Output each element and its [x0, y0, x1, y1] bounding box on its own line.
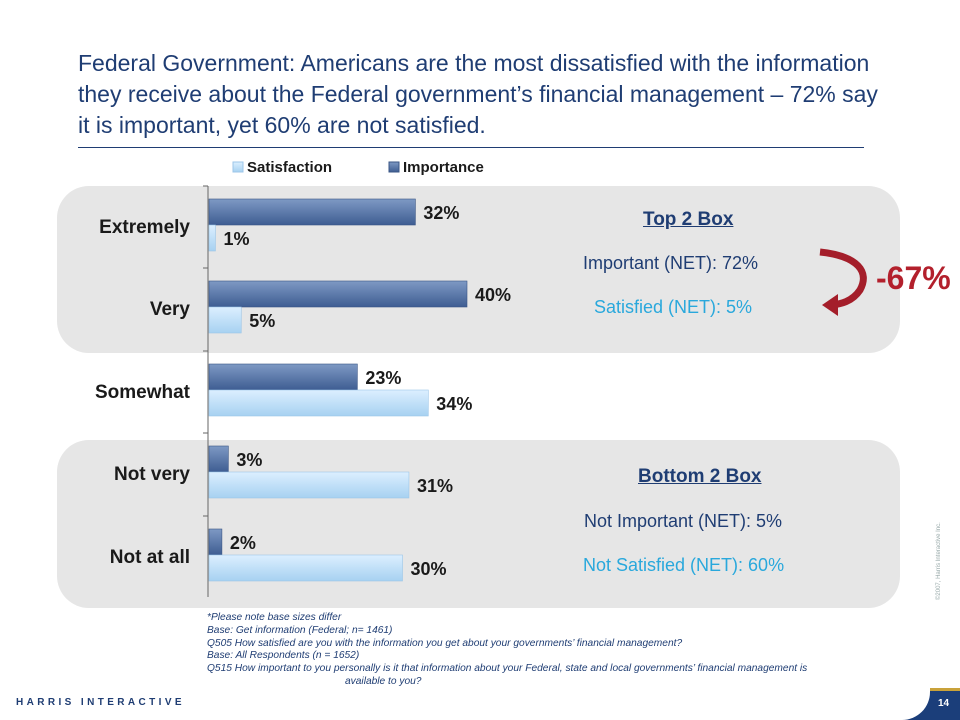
data-label: 2% [230, 533, 256, 553]
bottom-box-heading: Bottom 2 Box [638, 466, 762, 487]
top-box-satisfied: Satisfied (NET): 5% [594, 297, 753, 317]
footer-band [0, 686, 930, 720]
legend-swatch-satisfaction [232, 161, 244, 173]
bottom-box-satisfied: Not Satisfied (NET): 60% [583, 555, 785, 575]
data-label: 30% [411, 559, 447, 579]
note-line: available to you? [345, 675, 422, 687]
data-label: 40% [475, 285, 511, 305]
note-line: Base: All Respondents (n = 1652) [207, 650, 360, 662]
category-label: Very [150, 299, 191, 320]
bar-importance [208, 280, 468, 308]
bar-importance [208, 363, 358, 391]
copyright: ©2007, Harris Interactive Inc. [936, 522, 942, 600]
legend-label: Satisfaction [247, 159, 332, 176]
top-box-panel [57, 186, 900, 353]
bar-importance [208, 445, 229, 473]
data-label: 23% [365, 368, 401, 388]
data-label: 32% [423, 203, 459, 223]
slide-title: Federal Government: Americans are the mo… [78, 50, 878, 138]
bar-importance [208, 528, 223, 556]
data-label: 1% [223, 229, 249, 249]
bar-importance [208, 198, 416, 226]
category-label: Somewhat [95, 382, 191, 403]
note-line: Base: Get information (Federal; n= 1461) [207, 624, 393, 636]
data-label: 5% [249, 311, 275, 331]
brand-logo-text: HARRIS INTERACTIVE [16, 697, 185, 708]
chart-legend: Satisfaction Importance [232, 159, 484, 176]
bar-satisfaction [208, 389, 429, 417]
delta-arrow-icon [819, 248, 867, 316]
data-label: 3% [236, 450, 262, 470]
top-box-important: Important (NET): 72% [583, 253, 759, 273]
note-line: *Please note base sizes differ [207, 612, 342, 623]
legend-swatch-importance [388, 161, 400, 173]
bottom-box-important: Not Important (NET): 5% [584, 511, 783, 531]
bar-satisfaction [208, 306, 242, 334]
category-label: Extremely [99, 217, 190, 238]
data-label: 34% [436, 394, 472, 414]
category-label: Not at all [110, 547, 190, 568]
data-label: 31% [417, 476, 453, 496]
bottom-box-panel [57, 440, 900, 608]
top-box-heading: Top 2 Box [643, 209, 734, 230]
bar-satisfaction [208, 471, 410, 499]
bar-satisfaction [208, 224, 216, 252]
note-line: Q505 How satisfied are you with the info… [207, 637, 683, 649]
bar-satisfaction [208, 554, 403, 582]
footnotes: *Please note base sizes differ Base: Get… [207, 612, 927, 689]
page-number: 14 [938, 698, 950, 709]
note-line: Q515 How important to you personally is … [207, 663, 808, 675]
title-rule [78, 147, 864, 148]
delta-label: -67% [876, 260, 951, 296]
category-label: Not very [114, 464, 190, 485]
legend-label: Importance [403, 159, 484, 176]
